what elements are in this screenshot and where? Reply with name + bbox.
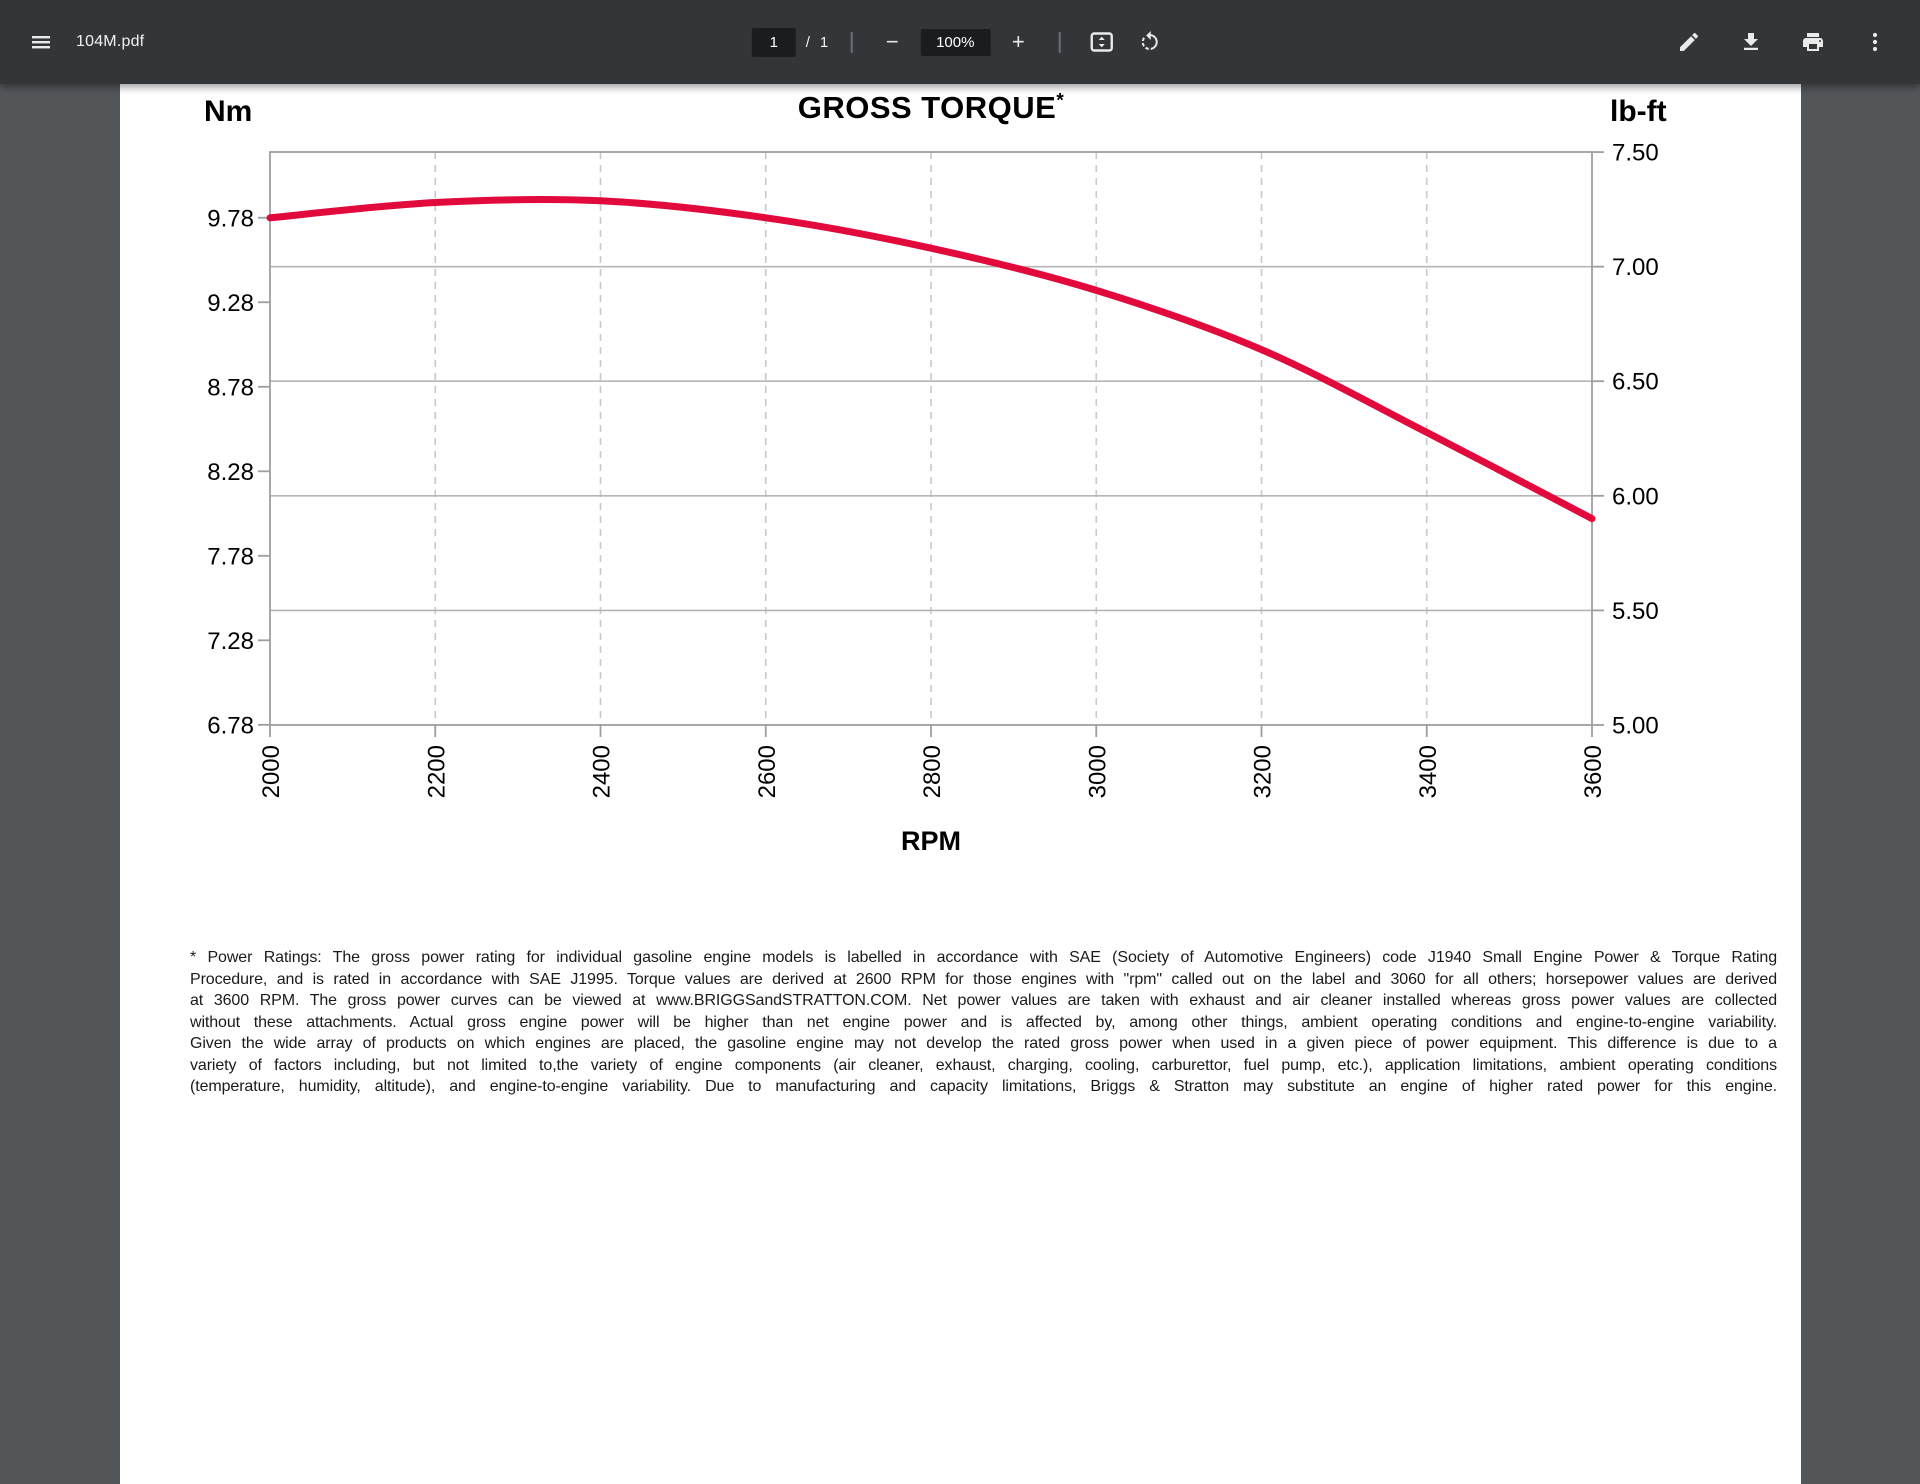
x-axis-tick-label: 2600 bbox=[754, 745, 781, 798]
toolbar-divider bbox=[850, 31, 853, 53]
right-axis-title: lb-ft bbox=[1610, 95, 1667, 128]
x-axis-tick-label: 3200 bbox=[1250, 745, 1277, 798]
x-axis-tick-label: 3400 bbox=[1415, 745, 1442, 798]
footnote-marker: * bbox=[1056, 90, 1065, 112]
kebab-menu-icon bbox=[1863, 30, 1887, 54]
left-axis-tick-label: 8.28 bbox=[207, 459, 254, 486]
x-axis-tick-label: 2000 bbox=[258, 745, 285, 798]
left-axis-tick-label: 6.78 bbox=[207, 712, 254, 739]
page-separator: / bbox=[805, 33, 810, 51]
right-axis-tick-label: 5.00 bbox=[1612, 712, 1659, 739]
right-axis-tick-label: 5.50 bbox=[1612, 598, 1659, 625]
footnote-line-6: variety of factors including, but not li… bbox=[190, 1056, 1777, 1074]
x-axis-tick-label: 3600 bbox=[1580, 745, 1607, 798]
x-axis-tick-label: 2800 bbox=[919, 745, 946, 798]
pencil-icon bbox=[1677, 30, 1701, 54]
rotate-counterclockwise-icon bbox=[1137, 30, 1161, 54]
zoom-level[interactable]: 100% bbox=[920, 28, 991, 56]
print-button[interactable] bbox=[1794, 23, 1832, 61]
gross-torque-curve bbox=[266, 196, 1596, 523]
x-axis-tick-label: 2200 bbox=[423, 745, 450, 798]
power-ratings-footnote: * Power Ratings: The gross power rating … bbox=[190, 947, 1777, 1098]
chart-title: GROSS TORQUE* bbox=[797, 90, 1065, 125]
zoom-in-button[interactable]: + bbox=[1000, 24, 1036, 60]
menu-button[interactable] bbox=[22, 23, 60, 61]
rotate-button[interactable] bbox=[1130, 23, 1168, 61]
footnote-line-4: without these attachments. Actual gross … bbox=[190, 1013, 1777, 1031]
right-axis-tick-label: 7.00 bbox=[1612, 254, 1659, 281]
footnote-line-1: * Power Ratings: The gross power rating … bbox=[190, 949, 1777, 966]
pdf-page: Nm GROSS TORQUE* lb-ft 9.78 9.28 8.78 8.28 7… bbox=[120, 84, 1801, 1484]
right-axis-tick-label: 7.50 bbox=[1612, 140, 1659, 167]
x-axis-tick-label: 2400 bbox=[589, 745, 616, 798]
download-button[interactable] bbox=[1732, 23, 1770, 61]
left-axis-tick-label: 7.78 bbox=[207, 543, 254, 570]
more-options-button[interactable] bbox=[1856, 23, 1894, 61]
footnote-line-2: Procedure, and is rated in accordance wi… bbox=[190, 970, 1777, 988]
left-axis-tick-label: 7.28 bbox=[207, 628, 254, 655]
right-axis-tick-label: 6.00 bbox=[1612, 483, 1659, 510]
fit-to-page-icon bbox=[1088, 30, 1114, 54]
footnote-line-7: (temperature, humidity, altitude), and e… bbox=[190, 1078, 1777, 1095]
page-number-input[interactable] bbox=[751, 27, 796, 57]
annotate-button[interactable] bbox=[1670, 23, 1708, 61]
gross-torque-chart: 9.78 9.28 8.78 8.28 7.78 7.28 6.78 7.50 7.00 6.50… bbox=[207, 140, 1659, 799]
footnote-line-5: Given the wide array of products on whic… bbox=[190, 1035, 1777, 1052]
x-axis-tick-label: 3000 bbox=[1084, 745, 1111, 798]
left-axis-tick-label: 9.28 bbox=[207, 290, 254, 317]
x-axis-title: RPM bbox=[901, 826, 961, 856]
footnote-line-3: at 3600 RPM. The gross power curves can … bbox=[190, 992, 1777, 1009]
left-axis-tick-label: 8.78 bbox=[207, 374, 254, 401]
printer-icon bbox=[1801, 30, 1825, 54]
document-title: 104M.pdf bbox=[76, 33, 145, 50]
left-axis-tick-label: 9.78 bbox=[207, 205, 254, 232]
download-icon bbox=[1739, 30, 1763, 54]
hamburger-menu-icon bbox=[29, 30, 53, 54]
zoom-out-button[interactable]: − bbox=[874, 24, 910, 60]
fit-to-page-button[interactable] bbox=[1082, 23, 1120, 61]
pdf-toolbar: 104M.pdf / 1 − 100% + bbox=[0, 0, 1920, 84]
left-axis-title: Nm bbox=[204, 95, 253, 128]
toolbar-divider bbox=[1058, 31, 1061, 53]
right-axis-tick-label: 6.50 bbox=[1612, 369, 1659, 396]
pdf-viewer-canvas: Nm GROSS TORQUE* lb-ft 9.78 9.28 8.78 8.28 7… bbox=[0, 84, 1920, 1484]
page-count: 1 bbox=[819, 33, 829, 51]
